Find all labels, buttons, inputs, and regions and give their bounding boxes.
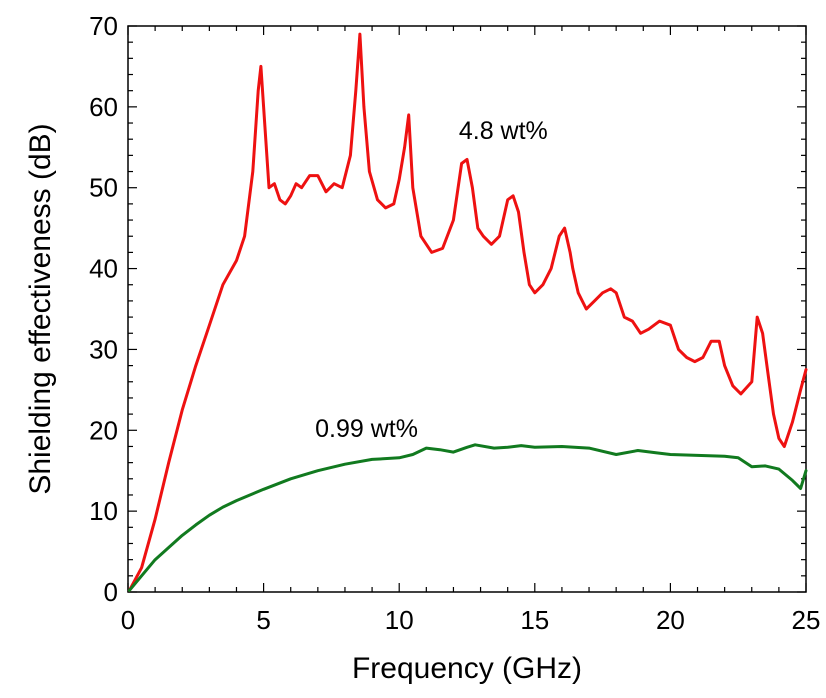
series-annotation: 4.8 wt% — [459, 117, 548, 145]
x-tick-label: 25 — [792, 605, 821, 635]
y-tick-label: 20 — [89, 415, 118, 445]
series-layer — [127, 32, 808, 592]
x-tick-label: 20 — [656, 605, 685, 635]
y-axis-title: Shielding effectiveness (dB) — [24, 123, 57, 494]
x-axis-title: Frequency (GHz) — [352, 652, 582, 685]
x-tick-label: 10 — [385, 605, 414, 635]
series-annotation: 0.99 wt% — [315, 415, 418, 443]
y-tick-label: 70 — [89, 11, 118, 41]
y-tick-label: 40 — [89, 254, 118, 284]
y-tick-label: 50 — [89, 173, 118, 203]
plot-border — [127, 25, 807, 593]
y-tick-label: 10 — [89, 496, 118, 526]
x-tick-labels: 0 5 10 15 20 25 — [121, 605, 821, 635]
series-line-1 — [127, 443, 808, 592]
x-tick-label: 15 — [520, 605, 549, 635]
axis-ticks — [127, 25, 807, 593]
y-tick-label: 60 — [89, 92, 118, 122]
plot-frame — [127, 25, 807, 593]
y-tick-label: 30 — [89, 334, 118, 364]
annotations: 4.8 wt% 0.99 wt% — [315, 117, 548, 443]
x-tick-label: 5 — [256, 605, 270, 635]
y-tick-labels: 0 10 20 30 40 50 60 70 — [89, 11, 118, 607]
x-tick-label: 0 — [121, 605, 135, 635]
series-line-0 — [127, 32, 808, 592]
y-tick-label: 0 — [104, 577, 118, 607]
